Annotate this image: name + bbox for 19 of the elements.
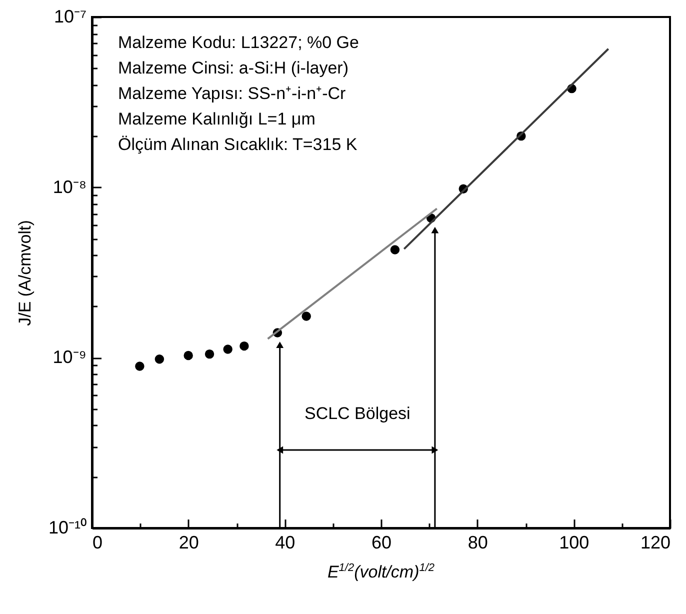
y-tick-label: 10⁻⁷ [54,6,86,26]
x-tick-label: 60 [371,532,392,552]
x-tick-label: 0 [92,532,103,552]
y-axis-title: J/E (A/cmvolt) [15,220,34,326]
annotation: SCLC Bölgesi [304,404,410,423]
annotation: Malzeme Kodu: L13227; %0 Ge [118,33,359,52]
y-tick-label: 10⁻⁹ [52,347,86,368]
x-tick-label: 80 [468,532,488,552]
annotation: Malzeme Yapısı: SS-n⁺-i-n⁺-Cr [118,84,346,103]
x-tick-label: 120 [640,532,670,552]
y-tick-label: 10⁻⁸ [52,176,86,197]
x-tick-label: 100 [559,532,590,552]
x-tick-label: 20 [178,532,199,552]
annotation: Malzeme Kalınlığı L=1 μm [118,110,316,128]
annotation: Ölçüm Alınan Sıcaklık: T=315 K [118,135,358,154]
x-tick-label: 40 [275,532,296,552]
annotation: Malzeme Cinsi: a-Si:H (i-layer) [118,58,348,78]
x-axis-title: E$^{1/2}$(volt/cm)$^{1/2}$ [326,562,436,583]
y-tick-label: 10⁻¹⁰ [48,518,86,538]
